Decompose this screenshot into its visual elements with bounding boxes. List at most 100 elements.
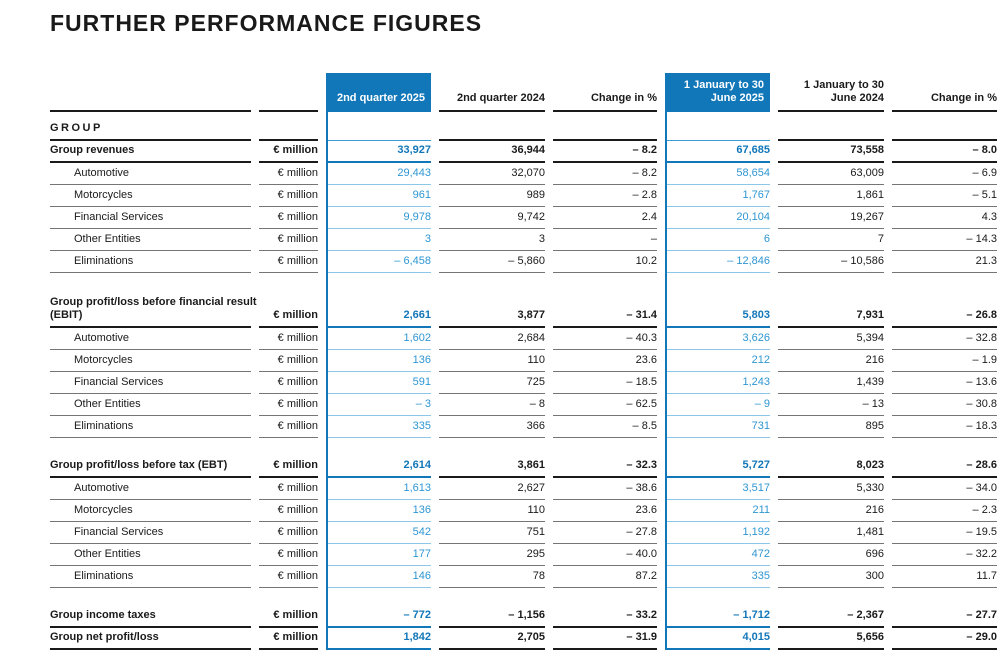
table-body: GROUP Group revenues € million 33,927 36,944… bbox=[50, 112, 997, 650]
value-q2-2024: 295 bbox=[439, 544, 545, 566]
value-change-q2: – 8.2 bbox=[553, 163, 657, 185]
value-change-q2: – 38.6 bbox=[553, 478, 657, 500]
value-change-h1: – 26.8 bbox=[892, 291, 997, 328]
table-row: Other Entities € million 177 295 – 40.0 472 69… bbox=[50, 544, 997, 566]
column-header-h1-2024: 1 January to 30 June 2024 bbox=[778, 73, 884, 112]
unit-label: € million bbox=[259, 251, 318, 273]
table-row: Group income taxes € million – 772– 1,156–… bbox=[50, 606, 997, 628]
row-label: Financial Services bbox=[50, 372, 251, 394]
unit-label bbox=[259, 112, 318, 141]
value-h1-2025: – 1,712 bbox=[665, 606, 770, 628]
table-row: Automotive € million 29,443 32,070 – 8.2 58,6… bbox=[50, 163, 997, 185]
row-label: Automotive bbox=[50, 328, 251, 350]
value-h1-2024: 216 bbox=[778, 500, 884, 522]
value-change-q2: – 40.0 bbox=[553, 544, 657, 566]
value-q2-2025: 3 bbox=[326, 229, 431, 251]
value-q2-2025 bbox=[326, 112, 431, 141]
value-change-q2: – 32.3 bbox=[553, 456, 657, 478]
unit-label: € million bbox=[259, 628, 318, 650]
value-change-h1: – 29.0 bbox=[892, 628, 997, 650]
value-change-h1: – 28.6 bbox=[892, 456, 997, 478]
header-spacer-unit bbox=[259, 73, 318, 112]
value-change-q2: – 18.5 bbox=[553, 372, 657, 394]
value-q2-2025: 961 bbox=[326, 185, 431, 207]
row-label: Other Entities bbox=[50, 544, 251, 566]
value-q2-2024: 36,944 bbox=[439, 141, 545, 163]
value-q2-2025: 146 bbox=[326, 566, 431, 588]
value-h1-2025: 6 bbox=[665, 229, 770, 251]
value-change-q2: – 8.5 bbox=[553, 416, 657, 438]
row-label: Group income taxes bbox=[50, 606, 251, 628]
table-row: Group profit/loss before tax (EBT) € mill… bbox=[50, 456, 997, 478]
value-change-h1: – 27.7 bbox=[892, 606, 997, 628]
value-q2-2024: 989 bbox=[439, 185, 545, 207]
value-q2-2025: 1,613 bbox=[326, 478, 431, 500]
table-row: Eliminations € million – 6,458– 5,860 10.2–… bbox=[50, 251, 997, 273]
value-h1-2024: 5,656 bbox=[778, 628, 884, 650]
value-change-h1: – 1.9 bbox=[892, 350, 997, 372]
value-q2-2025: 335 bbox=[326, 416, 431, 438]
value-q2-2025: 2,661 bbox=[326, 291, 431, 328]
column-header-q2-2024: 2nd quarter 2024 bbox=[439, 73, 545, 112]
value-change-h1 bbox=[892, 112, 997, 141]
value-q2-2024: 32,070 bbox=[439, 163, 545, 185]
value-h1-2025: 4,015 bbox=[665, 628, 770, 650]
value-h1-2024: 19,267 bbox=[778, 207, 884, 229]
value-change-h1: – 6.9 bbox=[892, 163, 997, 185]
row-label: GROUP bbox=[50, 112, 251, 141]
value-h1-2024: 7,931 bbox=[778, 291, 884, 328]
section-heading-row: GROUP bbox=[50, 112, 997, 141]
table-row: Financial Services € million 591 725 – 18.5 1… bbox=[50, 372, 997, 394]
value-h1-2025: 20,104 bbox=[665, 207, 770, 229]
value-change-h1: 11.7 bbox=[892, 566, 997, 588]
value-q2-2024: 2,705 bbox=[439, 628, 545, 650]
value-h1-2024: 7 bbox=[778, 229, 884, 251]
value-q2-2025: 1,842 bbox=[326, 628, 431, 650]
value-h1-2024: – 10,586 bbox=[778, 251, 884, 273]
value-q2-2025: 9,978 bbox=[326, 207, 431, 229]
value-h1-2024: – 2,367 bbox=[778, 606, 884, 628]
value-change-q2: 87.2 bbox=[553, 566, 657, 588]
unit-label: € million bbox=[259, 163, 318, 185]
value-q2-2025: 136 bbox=[326, 350, 431, 372]
value-h1-2024 bbox=[778, 112, 884, 141]
row-label: Group profit/loss before financial resul… bbox=[50, 291, 257, 328]
table-row: Eliminations € million 146 78 87.2 335 300 11.7 bbox=[50, 566, 997, 588]
page-title: FURTHER PERFORMANCE FIGURES bbox=[50, 10, 483, 36]
unit-label: € million bbox=[259, 456, 318, 478]
column-header-change-q2: Change in % bbox=[553, 73, 657, 112]
value-change-q2 bbox=[553, 112, 657, 141]
row-label: Automotive bbox=[50, 163, 251, 185]
value-h1-2024: 8,023 bbox=[778, 456, 884, 478]
unit-label: € million bbox=[259, 566, 318, 588]
value-q2-2024: 3,877 bbox=[439, 291, 545, 328]
value-q2-2025: – 3 bbox=[326, 394, 431, 416]
highlight-column-rule-h1-2025 bbox=[665, 112, 667, 650]
value-h1-2024: 1,861 bbox=[778, 185, 884, 207]
value-change-h1: – 30.8 bbox=[892, 394, 997, 416]
value-change-h1: – 32.2 bbox=[892, 544, 997, 566]
value-change-q2: – 31.4 bbox=[553, 291, 657, 328]
value-q2-2024: 3 bbox=[439, 229, 545, 251]
table-row: Automotive € million 1,602 2,684 – 40.3 3,626… bbox=[50, 328, 997, 350]
value-change-q2: – bbox=[553, 229, 657, 251]
column-header-change-h1: Change in % bbox=[892, 73, 997, 112]
row-label: Other Entities bbox=[50, 394, 251, 416]
table-row: Eliminations € million 335 366 – 8.5 731 895 – … bbox=[50, 416, 997, 438]
value-change-q2: – 27.8 bbox=[553, 522, 657, 544]
row-label: Eliminations bbox=[50, 566, 251, 588]
column-header-q2-2025: 2nd quarter 2025 bbox=[326, 73, 431, 112]
value-h1-2025: 5,727 bbox=[665, 456, 770, 478]
value-change-h1: – 13.6 bbox=[892, 372, 997, 394]
row-label: Group net profit/loss bbox=[50, 628, 251, 650]
unit-label: € million bbox=[259, 372, 318, 394]
unit-label: € million bbox=[259, 291, 318, 328]
value-change-q2: – 31.9 bbox=[553, 628, 657, 650]
value-q2-2025: 136 bbox=[326, 500, 431, 522]
value-h1-2025: 212 bbox=[665, 350, 770, 372]
unit-label: € million bbox=[259, 229, 318, 251]
value-q2-2025: 33,927 bbox=[326, 141, 431, 163]
value-change-q2: – 33.2 bbox=[553, 606, 657, 628]
value-h1-2024: 696 bbox=[778, 544, 884, 566]
value-q2-2024: – 8 bbox=[439, 394, 545, 416]
